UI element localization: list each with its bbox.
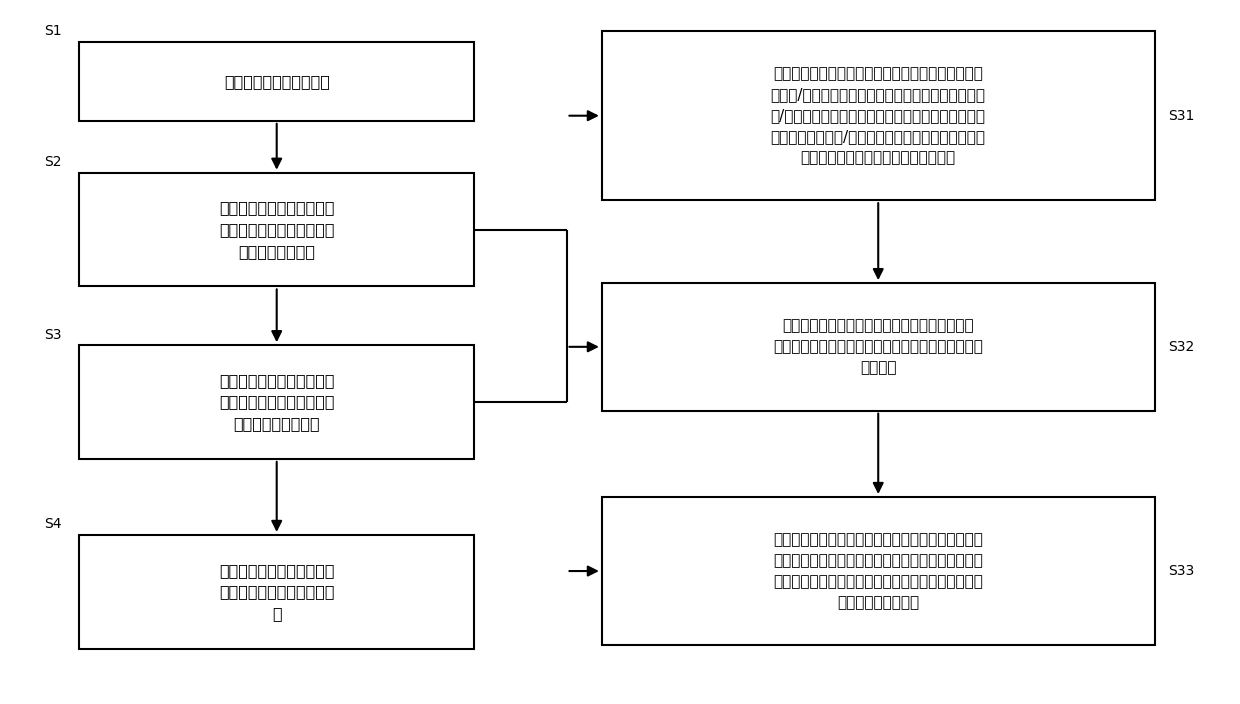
Text: S1: S1	[43, 24, 61, 38]
Text: S31: S31	[1168, 108, 1194, 122]
Bar	[601, 497, 1154, 645]
Bar	[79, 345, 474, 459]
Text: 如果车辆有下电请求，则整
车控制器控制电池管理系统
进行绝缘故障检测: 如果车辆有下电请求，则整 车控制器控制电池管理系统 进行绝缘故障检测	[219, 201, 335, 258]
Bar	[79, 535, 474, 648]
Bar	[79, 172, 474, 287]
Text: 电池管理系统根据高压下电指令控制动力电池的
主正、主负接触器断开，并向整车控制器反馈接触器
断开信息: 电池管理系统根据高压下电指令控制动力电池的 主正、主负接触器断开，并向整车控制器…	[774, 318, 983, 375]
Text: 整车控制器向电机控制器发送解除电机使能指令，并
向直流/直流转换器发送停止工作指令，并在接收到直
流/直流转换器反馈的非工作状态信息或在第一预设时
间内未接收到: 整车控制器向电机控制器发送解除电机使能指令，并 向直流/直流转换器发送停止工作指…	[771, 66, 986, 165]
Text: S33: S33	[1168, 564, 1194, 578]
Text: 在完成高压下电之后，整车
控制器控制整车进行低压下
电: 在完成高压下电之后，整车 控制器控制整车进行低压下 电	[219, 562, 335, 621]
Text: S4: S4	[43, 517, 61, 532]
Text: S3: S3	[43, 327, 61, 341]
Bar	[601, 31, 1154, 200]
Text: 整车控制器在接收到电机控制器反馈的使能状态解除
信息和电池管理系统反馈的接触器断开信息后，向电
机控制器发送快速放电指令，以使电机控制器快速下
电，以完成高压下: 整车控制器在接收到电机控制器反馈的使能状态解除 信息和电池管理系统反馈的接触器断…	[774, 532, 983, 610]
Text: 判断车辆是否有下电请求: 判断车辆是否有下电请求	[223, 74, 330, 89]
Text: 在电池管理系统完成绝缘故
障检测之后，整车控制器控
制整车进行高压下电: 在电池管理系统完成绝缘故 障检测之后，整车控制器控 制整车进行高压下电	[219, 373, 335, 431]
Text: S32: S32	[1168, 340, 1194, 354]
Bar	[79, 42, 474, 121]
Text: S2: S2	[43, 155, 61, 169]
Bar	[601, 283, 1154, 410]
